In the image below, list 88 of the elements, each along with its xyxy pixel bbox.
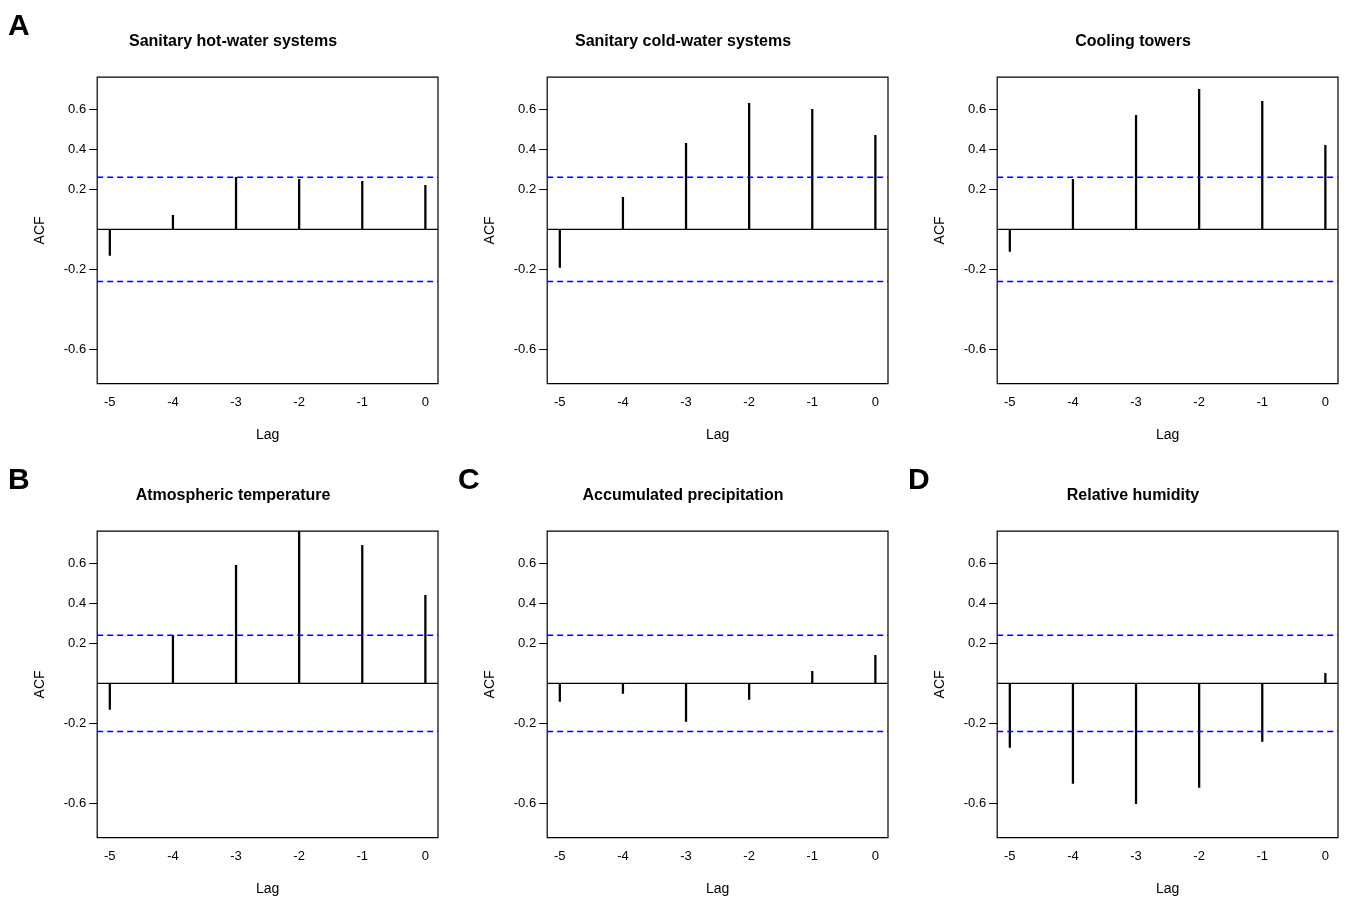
x-tick-label: -5 (104, 847, 116, 863)
x-tick-label: -2 (293, 847, 305, 863)
y-tick-label: 0.6 (518, 554, 537, 570)
text: A (8, 8, 30, 42)
y-tick-label: 0.6 (68, 100, 87, 116)
x-tick-label: -3 (680, 393, 692, 409)
x-tick-label: -5 (1004, 847, 1016, 863)
x-axis-title: Lag (705, 880, 730, 897)
y-tick-label: 0.2 (68, 634, 87, 650)
y-tick-label: 0.2 (68, 180, 87, 196)
x-axis-title: Lag (255, 880, 280, 897)
y-axis-title: ACF (481, 670, 498, 699)
y-tick-label: 0.6 (968, 554, 987, 570)
y-tick-label: 0.2 (968, 180, 987, 196)
x-tick-label: -1 (1256, 393, 1269, 409)
y-tick-label: 0.2 (518, 180, 537, 196)
y-tick-label: 0.4 (968, 140, 987, 156)
x-tick-label: -5 (554, 393, 566, 409)
y-axis-title: ACF (31, 216, 48, 245)
x-tick-label: -4 (617, 847, 629, 863)
y-axis-title: ACF (481, 216, 498, 245)
y-tick-label: -0.6 (963, 795, 987, 811)
y-tick-label: 0.4 (68, 140, 87, 156)
y-tick-label: 0.2 (968, 634, 987, 650)
chart-title: Accumulated precipitation (582, 486, 784, 504)
y-axis-title: ACF (31, 670, 48, 699)
chart-title: Atmospheric temperature (135, 486, 331, 504)
y-tick-label: -0.2 (963, 261, 987, 277)
x-tick-label: 0 (1321, 393, 1329, 409)
x-axis-title: Lag (705, 426, 730, 443)
chart-title: Cooling towers (1075, 32, 1191, 50)
x-axis-title: Lag (1155, 880, 1180, 897)
x-tick-label: 0 (421, 847, 429, 863)
x-tick-label: -1 (806, 847, 819, 863)
y-tick-label: -0.6 (513, 341, 537, 357)
y-tick-label: 0.6 (968, 100, 987, 116)
x-tick-label: -2 (293, 393, 305, 409)
x-axis-title: Lag (255, 426, 280, 443)
x-tick-label: -3 (680, 847, 692, 863)
text: C (458, 462, 480, 496)
x-tick-label: -4 (617, 393, 629, 409)
x-tick-label: -4 (167, 393, 179, 409)
y-tick-label: -0.2 (513, 261, 537, 277)
x-tick-label: 0 (421, 393, 429, 409)
y-tick-label: 0.6 (518, 100, 537, 116)
x-tick-label: -1 (1256, 847, 1269, 863)
x-tick-label: -3 (1130, 393, 1142, 409)
x-axis-title: Lag (1155, 426, 1180, 443)
y-tick-label: -0.6 (963, 341, 987, 357)
x-tick-label: -1 (806, 393, 819, 409)
x-tick-label: -2 (743, 847, 755, 863)
y-tick-label: 0.2 (518, 634, 537, 650)
y-tick-label: -0.2 (963, 715, 987, 731)
y-tick-label: 0.4 (68, 594, 87, 610)
chart-title: Sanitary cold-water systems (574, 32, 792, 50)
y-axis-title: ACF (931, 216, 948, 245)
x-tick-label: -1 (356, 393, 369, 409)
y-tick-label: -0.6 (63, 795, 87, 811)
x-tick-label: -2 (743, 393, 755, 409)
x-tick-label: -3 (230, 393, 242, 409)
x-tick-label: 0 (1321, 847, 1329, 863)
y-tick-label: 0.6 (68, 554, 87, 570)
x-tick-label: -1 (356, 847, 369, 863)
x-tick-label: -4 (1067, 393, 1079, 409)
y-tick-label: -0.2 (63, 715, 87, 731)
x-tick-label: -4 (1067, 847, 1079, 863)
text: B (8, 462, 30, 496)
y-axis-title: ACF (931, 670, 948, 699)
x-tick-label: -3 (1130, 847, 1142, 863)
y-tick-label: 0.4 (518, 594, 537, 610)
x-tick-label: 0 (871, 847, 879, 863)
y-tick-label: 0.4 (518, 140, 537, 156)
x-tick-label: -5 (1004, 393, 1016, 409)
y-tick-label: -0.2 (63, 261, 87, 277)
x-tick-label: -5 (104, 393, 116, 409)
x-tick-label: 0 (871, 393, 879, 409)
chart-title: Relative humidity (1066, 486, 1200, 504)
x-tick-label: -2 (1193, 393, 1205, 409)
text: D (908, 462, 930, 496)
x-tick-label: -2 (1193, 847, 1205, 863)
y-tick-label: -0.6 (513, 795, 537, 811)
x-tick-label: -3 (230, 847, 242, 863)
y-tick-label: -0.6 (63, 341, 87, 357)
x-tick-label: -5 (554, 847, 566, 863)
chart-title: Sanitary hot-water systems (128, 32, 338, 50)
y-tick-label: 0.4 (968, 594, 987, 610)
y-tick-label: -0.2 (513, 715, 537, 731)
x-tick-label: -4 (167, 847, 179, 863)
